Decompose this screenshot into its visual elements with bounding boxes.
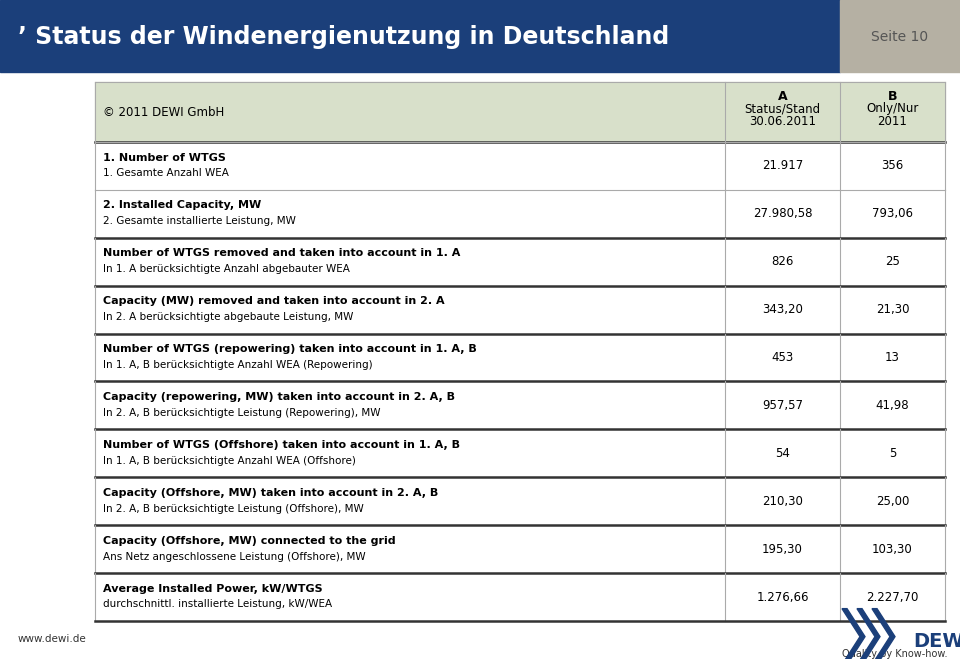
Text: Average Installed Power, kW/WTGS: Average Installed Power, kW/WTGS — [103, 584, 323, 594]
Text: Quality by Know-how.: Quality by Know-how. — [842, 649, 948, 659]
Text: In 2. A, B berücksichtigte Leistung (Repowering), MW: In 2. A, B berücksichtigte Leistung (Rep… — [103, 408, 380, 418]
Text: 13: 13 — [885, 351, 900, 364]
Text: In 1. A, B berücksichtigte Anzahl WEA (Repowering): In 1. A, B berücksichtigte Anzahl WEA (R… — [103, 360, 372, 370]
Text: 25: 25 — [885, 255, 900, 268]
Text: 826: 826 — [771, 255, 794, 268]
Text: 195,30: 195,30 — [762, 542, 803, 556]
Text: Number of WTGS (repowering) taken into account in 1. A, B: Number of WTGS (repowering) taken into a… — [103, 344, 477, 354]
Bar — [95, 333, 945, 382]
Text: 1. Number of WTGS: 1. Number of WTGS — [103, 152, 226, 163]
Bar — [95, 190, 945, 238]
Text: 453: 453 — [772, 351, 794, 364]
Text: B: B — [888, 90, 898, 103]
Text: 5: 5 — [889, 447, 897, 460]
Text: In 1. A, B berücksichtigte Anzahl WEA (Offshore): In 1. A, B berücksichtigte Anzahl WEA (O… — [103, 456, 356, 466]
Text: 343,20: 343,20 — [762, 303, 803, 316]
Text: Seite 10: Seite 10 — [872, 30, 928, 44]
Text: In 2. A berücksichtigte abgebaute Leistung, MW: In 2. A berücksichtigte abgebaute Leistu… — [103, 312, 353, 322]
Text: 30.06.2011: 30.06.2011 — [749, 115, 816, 128]
Text: 27.980,58: 27.980,58 — [753, 208, 812, 220]
Bar — [95, 238, 945, 286]
Text: Ans Netz angeschlossene Leistung (Offshore), MW: Ans Netz angeschlossene Leistung (Offsho… — [103, 552, 366, 561]
Text: Number of WTGS (Offshore) taken into account in 1. A, B: Number of WTGS (Offshore) taken into acc… — [103, 440, 460, 450]
Text: Capacity (repowering, MW) taken into account in 2. A, B: Capacity (repowering, MW) taken into acc… — [103, 392, 455, 402]
Bar — [95, 430, 945, 477]
Text: Capacity (MW) removed and taken into account in 2. A: Capacity (MW) removed and taken into acc… — [103, 297, 444, 306]
Bar — [95, 142, 945, 190]
Polygon shape — [842, 609, 865, 659]
Text: 54: 54 — [775, 447, 790, 460]
Text: 2.227,70: 2.227,70 — [866, 590, 919, 604]
Polygon shape — [857, 609, 880, 659]
Text: 957,57: 957,57 — [762, 399, 803, 412]
Text: Capacity (Offshore, MW) taken into account in 2. A, B: Capacity (Offshore, MW) taken into accou… — [103, 488, 439, 498]
Text: 41,98: 41,98 — [876, 399, 909, 412]
Text: DEWI: DEWI — [913, 632, 960, 651]
Text: © 2011 DEWI GmbH: © 2011 DEWI GmbH — [103, 105, 225, 119]
Text: 21.917: 21.917 — [762, 159, 804, 173]
Text: 103,30: 103,30 — [872, 542, 913, 556]
Text: 21,30: 21,30 — [876, 303, 909, 316]
Text: 2. Installed Capacity, MW: 2. Installed Capacity, MW — [103, 200, 261, 210]
Text: 793,06: 793,06 — [872, 208, 913, 220]
Text: Status/Stand: Status/Stand — [744, 102, 821, 115]
Text: 2. Gesamte installierte Leistung, MW: 2. Gesamte installierte Leistung, MW — [103, 216, 296, 226]
Bar — [0, 0, 840, 72]
Text: 356: 356 — [881, 159, 903, 173]
Bar — [95, 82, 945, 142]
Text: Number of WTGS removed and taken into account in 1. A: Number of WTGS removed and taken into ac… — [103, 248, 461, 258]
Bar — [95, 286, 945, 333]
Text: 25,00: 25,00 — [876, 495, 909, 507]
Text: durchschnittl. installierte Leistung, kW/WEA: durchschnittl. installierte Leistung, kW… — [103, 600, 332, 610]
Text: Capacity (Offshore, MW) connected to the grid: Capacity (Offshore, MW) connected to the… — [103, 536, 396, 546]
Bar — [95, 477, 945, 525]
Bar — [840, 0, 960, 72]
Text: www.dewi.de: www.dewi.de — [18, 634, 86, 644]
Text: 210,30: 210,30 — [762, 495, 803, 507]
Text: In 2. A, B berücksichtigte Leistung (Offshore), MW: In 2. A, B berücksichtigte Leistung (Off… — [103, 503, 364, 513]
Text: 1.276,66: 1.276,66 — [756, 590, 808, 604]
Text: ’ Status der Windenergienutzung in Deutschland: ’ Status der Windenergienutzung in Deuts… — [18, 25, 669, 49]
Text: 1. Gesamte Anzahl WEA: 1. Gesamte Anzahl WEA — [103, 168, 228, 179]
Text: Only/Nur: Only/Nur — [866, 102, 919, 115]
Bar — [95, 525, 945, 573]
Text: 2011: 2011 — [877, 115, 907, 128]
Text: In 1. A berücksichtigte Anzahl abgebauter WEA: In 1. A berücksichtigte Anzahl abgebaute… — [103, 264, 349, 274]
Bar — [95, 573, 945, 621]
Text: A: A — [778, 90, 787, 103]
Bar — [95, 382, 945, 430]
Polygon shape — [872, 609, 895, 659]
